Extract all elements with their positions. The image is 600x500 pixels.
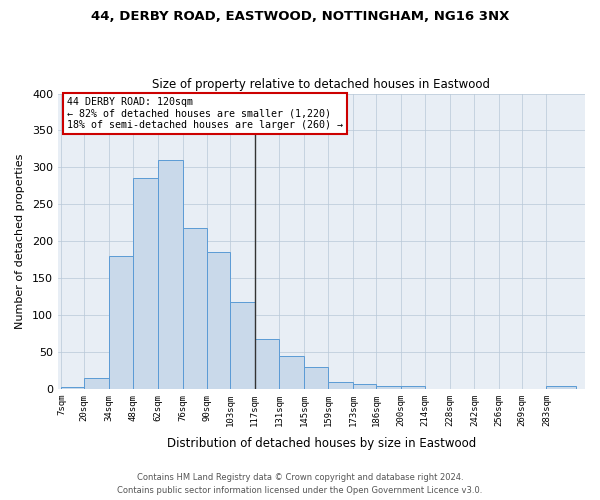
Text: Contains HM Land Registry data © Crown copyright and database right 2024.
Contai: Contains HM Land Registry data © Crown c… <box>118 474 482 495</box>
Bar <box>109 256 133 389</box>
Bar <box>304 366 328 389</box>
X-axis label: Distribution of detached houses by size in Eastwood: Distribution of detached houses by size … <box>167 437 476 450</box>
Bar <box>182 228 207 389</box>
Bar <box>328 382 353 389</box>
Bar <box>547 386 576 389</box>
Bar <box>401 386 425 389</box>
Bar <box>61 386 84 389</box>
Bar <box>353 384 376 389</box>
Bar <box>255 338 279 389</box>
Bar <box>158 160 182 389</box>
Bar <box>207 252 230 389</box>
Bar <box>230 302 255 389</box>
Bar <box>133 178 158 389</box>
Title: Size of property relative to detached houses in Eastwood: Size of property relative to detached ho… <box>152 78 490 91</box>
Y-axis label: Number of detached properties: Number of detached properties <box>15 154 25 329</box>
Bar <box>279 356 304 389</box>
Bar <box>84 378 109 389</box>
Bar <box>376 386 401 389</box>
Text: 44, DERBY ROAD, EASTWOOD, NOTTINGHAM, NG16 3NX: 44, DERBY ROAD, EASTWOOD, NOTTINGHAM, NG… <box>91 10 509 23</box>
Text: 44 DERBY ROAD: 120sqm
← 82% of detached houses are smaller (1,220)
18% of semi-d: 44 DERBY ROAD: 120sqm ← 82% of detached … <box>67 97 343 130</box>
